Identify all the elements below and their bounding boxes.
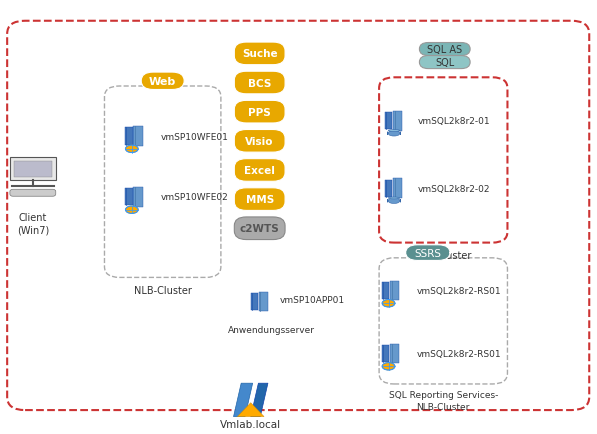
FancyBboxPatch shape [234, 43, 285, 66]
FancyBboxPatch shape [234, 188, 285, 211]
Ellipse shape [382, 300, 395, 307]
FancyBboxPatch shape [382, 282, 389, 299]
Text: PPS: PPS [248, 108, 271, 117]
FancyBboxPatch shape [387, 198, 401, 204]
FancyBboxPatch shape [382, 345, 389, 362]
Ellipse shape [388, 130, 400, 132]
Text: vmSQL2k8r2-RS01: vmSQL2k8r2-RS01 [417, 349, 501, 358]
Text: vmSP10WFE02: vmSP10WFE02 [161, 193, 229, 202]
Ellipse shape [125, 207, 138, 214]
Text: vmSP10APP01: vmSP10APP01 [279, 295, 344, 304]
FancyBboxPatch shape [393, 112, 402, 131]
FancyBboxPatch shape [385, 113, 392, 130]
FancyBboxPatch shape [259, 292, 268, 311]
FancyBboxPatch shape [393, 179, 402, 198]
Text: Anwendungsserver: Anwendungsserver [228, 326, 315, 334]
FancyBboxPatch shape [234, 72, 285, 95]
Text: SQL: SQL [435, 58, 454, 68]
FancyBboxPatch shape [419, 56, 470, 69]
Text: vmSQL2k8r2-RS01: vmSQL2k8r2-RS01 [417, 286, 501, 295]
FancyBboxPatch shape [390, 281, 399, 300]
Text: vmSQL2k8r2-02: vmSQL2k8r2-02 [418, 184, 490, 193]
Text: MMS: MMS [245, 195, 274, 204]
FancyBboxPatch shape [141, 73, 184, 90]
Text: c2WTS: c2WTS [240, 224, 279, 233]
Ellipse shape [382, 363, 395, 370]
Text: SQL-Cluster: SQL-Cluster [414, 250, 472, 260]
Text: Client
(Win7): Client (Win7) [17, 213, 49, 235]
Text: SSRS: SSRS [414, 248, 441, 258]
Text: Visio: Visio [245, 137, 274, 146]
Text: NLB-Cluster: NLB-Cluster [134, 285, 192, 295]
FancyBboxPatch shape [234, 159, 285, 182]
Polygon shape [238, 403, 264, 417]
FancyBboxPatch shape [419, 43, 470, 56]
Ellipse shape [388, 197, 400, 200]
FancyBboxPatch shape [390, 344, 399, 363]
FancyBboxPatch shape [134, 127, 143, 146]
Text: Excel: Excel [244, 166, 275, 175]
FancyBboxPatch shape [387, 131, 401, 137]
FancyBboxPatch shape [234, 217, 285, 240]
FancyBboxPatch shape [125, 128, 133, 145]
Text: BCS: BCS [248, 79, 272, 88]
FancyBboxPatch shape [125, 189, 133, 206]
Text: SQL AS: SQL AS [427, 45, 462, 55]
Ellipse shape [125, 146, 138, 153]
Text: vmSP10WFE01: vmSP10WFE01 [161, 132, 229, 141]
Polygon shape [233, 383, 253, 417]
Text: Vmlab.local: Vmlab.local [220, 420, 281, 429]
FancyBboxPatch shape [251, 293, 258, 310]
FancyBboxPatch shape [134, 188, 143, 207]
FancyBboxPatch shape [385, 180, 392, 197]
Polygon shape [251, 383, 268, 417]
FancyBboxPatch shape [234, 101, 285, 124]
FancyBboxPatch shape [14, 162, 52, 178]
Text: Web: Web [149, 77, 176, 86]
FancyBboxPatch shape [405, 245, 450, 261]
FancyBboxPatch shape [234, 130, 285, 153]
Text: SQL Reporting Services-
NLB-Cluster: SQL Reporting Services- NLB-Cluster [389, 390, 498, 411]
FancyBboxPatch shape [10, 158, 56, 180]
FancyBboxPatch shape [10, 190, 56, 197]
Text: vmSQL2k8r2-01: vmSQL2k8r2-01 [418, 117, 491, 126]
Text: Suche: Suche [242, 49, 278, 59]
